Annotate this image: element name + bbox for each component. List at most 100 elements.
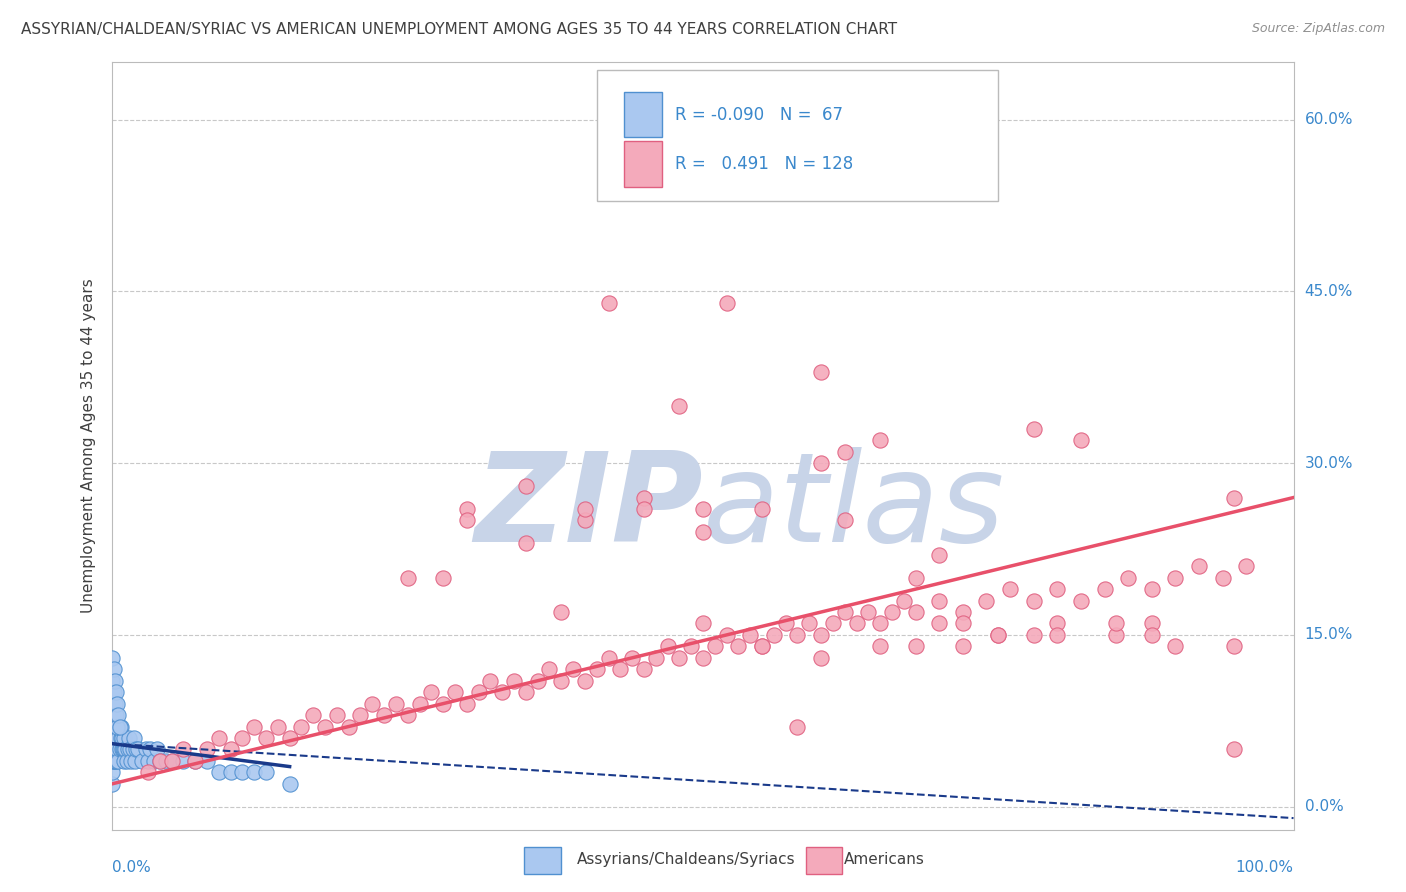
Point [104,673,127,688]
Point [491,685,513,699]
Point [1022,593,1045,607]
Point [103,685,125,699]
Point [928,593,950,607]
Point [1223,491,1246,505]
Point [107,708,129,723]
Point [810,456,832,470]
Point [420,685,443,699]
Point [657,640,679,654]
Point [1105,616,1128,631]
Point [538,662,561,676]
Point [160,754,183,768]
Point [408,697,430,711]
Text: ZIP: ZIP [474,447,703,568]
Point [751,502,773,516]
Text: atlas: atlas [703,447,1005,568]
Point [893,593,915,607]
Point [278,777,301,791]
Point [104,754,127,768]
Point [243,719,266,733]
Point [503,673,526,688]
Point [104,742,127,756]
Point [740,628,762,642]
Point [1140,582,1163,596]
Point [1094,582,1116,596]
Point [821,616,844,631]
Point [136,754,159,768]
Point [456,502,478,516]
Point [114,742,136,756]
Point [762,628,785,642]
Point [326,708,349,723]
Point [904,605,927,619]
Point [810,650,832,665]
Point [105,731,128,745]
Point [633,491,655,505]
Point [278,731,301,745]
Point [243,765,266,780]
Point [515,536,537,550]
Text: ASSYRIAN/CHALDEAN/SYRIAC VS AMERICAN UNEMPLOYMENT AMONG AGES 35 TO 44 YEARS CORR: ASSYRIAN/CHALDEAN/SYRIAC VS AMERICAN UNE… [21,22,897,37]
Point [337,719,360,733]
Point [1105,628,1128,642]
Point [314,719,336,733]
Point [550,605,572,619]
Point [598,296,620,310]
Point [456,513,478,527]
Point [155,754,177,768]
Point [108,719,131,733]
Point [104,697,127,711]
Point [111,731,134,745]
Point [1223,640,1246,654]
Point [136,765,159,780]
Point [125,742,148,756]
Point [716,628,738,642]
Point [598,650,620,665]
Text: R = -0.090   N =  67: R = -0.090 N = 67 [675,105,842,124]
Point [146,742,169,756]
Point [633,502,655,516]
Point [786,719,808,733]
Point [361,697,384,711]
Point [952,616,974,631]
Point [562,662,585,676]
Point [692,502,714,516]
Point [609,662,631,676]
Point [515,685,537,699]
Point [904,571,927,585]
Point [834,605,856,619]
Point [267,719,290,733]
Point [834,513,856,527]
Point [101,650,124,665]
Point [432,697,454,711]
Point [432,571,454,585]
Point [515,479,537,493]
Point [208,731,231,745]
Point [117,742,139,756]
Point [208,765,231,780]
Point [1046,616,1069,631]
Point [952,605,974,619]
Point [1234,559,1257,574]
Point [1188,559,1211,574]
Point [172,742,194,756]
Point [254,765,277,780]
Point [373,708,395,723]
Point [727,640,749,654]
Point [692,650,714,665]
Point [1140,616,1163,631]
Point [952,640,974,654]
Point [112,742,135,756]
Point [1070,593,1092,607]
Point [668,399,690,413]
Point [160,754,183,768]
Point [692,616,714,631]
Point [1140,628,1163,642]
Point [101,777,124,791]
Text: 15.0%: 15.0% [1305,627,1353,642]
Point [184,754,207,768]
Point [456,697,478,711]
Point [526,673,548,688]
Point [550,673,572,688]
FancyBboxPatch shape [624,142,662,186]
